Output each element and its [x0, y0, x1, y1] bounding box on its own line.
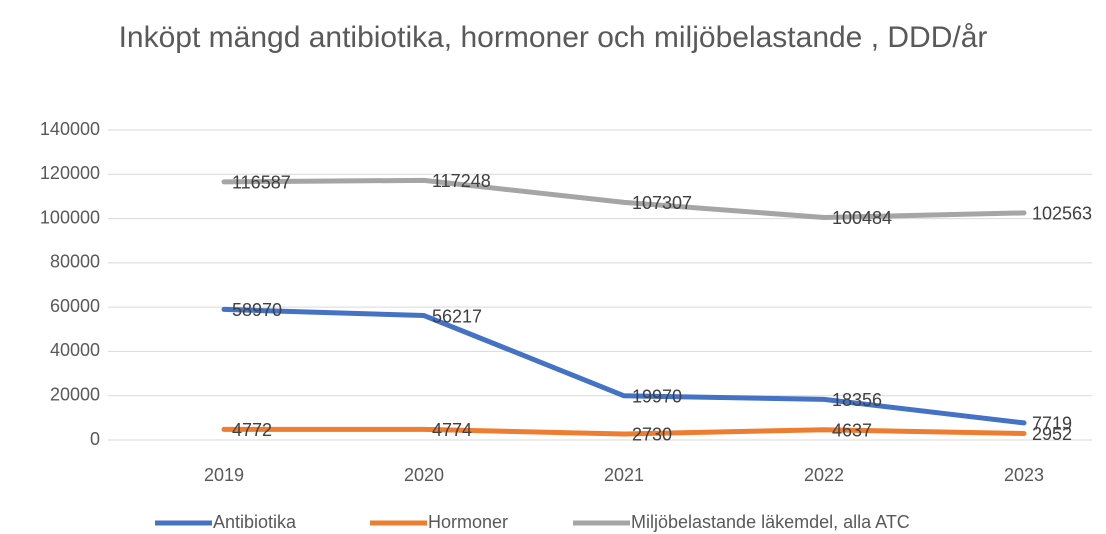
- series-line: [221, 177, 1027, 220]
- x-tick-label: 2019: [204, 465, 244, 485]
- x-tick-label: 2021: [604, 465, 644, 485]
- series-line: [221, 426, 1027, 437]
- x-tick-label: 2020: [404, 465, 444, 485]
- x-tick-label: 2022: [804, 465, 844, 485]
- data-label: 56217: [432, 306, 482, 326]
- data-label: 116587: [232, 173, 291, 193]
- data-label: 4772: [232, 420, 272, 440]
- data-label: 117248: [432, 171, 491, 191]
- legend-label: Hormoner: [428, 512, 508, 532]
- data-label: 4637: [832, 420, 872, 440]
- x-tick-label: 2023: [1004, 465, 1044, 485]
- legend-label: Miljöbelastande läkemdel, alla ATC: [631, 512, 910, 532]
- data-label: 100484: [832, 208, 892, 228]
- data-label: 2730: [632, 425, 672, 445]
- y-tick-label: 20000: [50, 384, 100, 404]
- data-label: 19970: [632, 387, 682, 407]
- y-tick-label: 120000: [40, 163, 100, 183]
- y-tick-label: 60000: [50, 296, 100, 316]
- series-line: [221, 306, 1027, 426]
- data-label: 18356: [832, 390, 882, 410]
- data-label: 107307: [632, 193, 692, 213]
- y-tick-label: 0: [90, 429, 100, 449]
- data-label: 7719: [1032, 414, 1072, 434]
- data-label: 58970: [232, 300, 282, 320]
- y-tick-label: 80000: [50, 252, 100, 272]
- y-tick-label: 140000: [40, 119, 100, 139]
- legend-label: Antibiotika: [213, 512, 297, 532]
- chart-title: Inköpt mängd antibiotika, hormoner och m…: [118, 21, 988, 54]
- data-label: 102563: [1032, 204, 1092, 224]
- data-label: 4774: [432, 420, 472, 440]
- data-label: 2952: [1032, 424, 1072, 444]
- y-tick-label: 40000: [50, 340, 100, 360]
- y-tick-label: 100000: [40, 207, 100, 227]
